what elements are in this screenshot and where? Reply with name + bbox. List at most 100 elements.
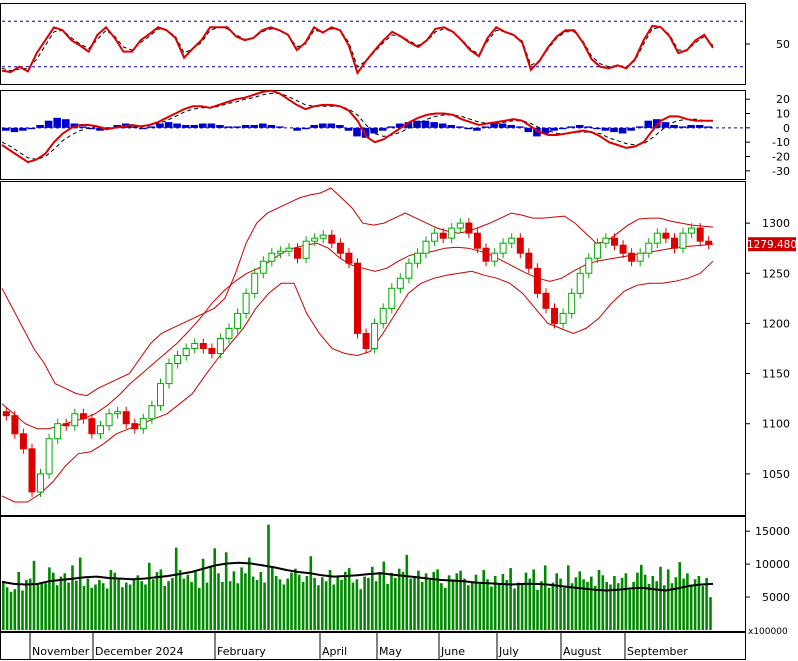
volume-bar	[674, 577, 678, 630]
candlestick	[294, 247, 301, 259]
volume-bar	[44, 583, 47, 630]
candlestick	[345, 252, 353, 264]
macd-histogram-bar	[524, 127, 533, 133]
volume-bar	[305, 576, 309, 630]
volume-bar	[705, 578, 708, 630]
volume-bar	[167, 581, 170, 630]
candlestick	[208, 348, 216, 354]
volume-bar	[524, 572, 528, 630]
volume-bar	[309, 556, 313, 630]
volume-bar	[382, 561, 386, 630]
volume-bar	[632, 581, 635, 630]
macd-histogram-bar	[199, 123, 207, 128]
candlestick	[131, 423, 139, 430]
candlestick	[422, 240, 430, 254]
candlestick	[28, 448, 36, 493]
candlestick	[525, 252, 533, 269]
time-axis-label: February	[217, 645, 266, 658]
macd-histogram-bar	[267, 125, 276, 128]
volume-bar	[36, 584, 40, 630]
candlestick	[628, 252, 636, 262]
volume-bar	[609, 584, 612, 630]
candlestick	[491, 252, 499, 262]
macd-histogram-bar	[473, 127, 481, 131]
macd-histogram-bar	[361, 127, 370, 138]
bollinger-lower-band	[1, 260, 714, 503]
volume-bar	[297, 574, 301, 630]
volume-bar	[501, 574, 505, 630]
candlestick	[182, 348, 190, 356]
macd-histogram-bar	[456, 126, 464, 128]
volume-bar	[532, 569, 535, 630]
volume-bar	[182, 578, 186, 630]
macd-histogram-bar	[147, 126, 156, 128]
macd-histogram-bar	[627, 127, 635, 131]
volume-bar	[394, 578, 397, 630]
volume-bar	[25, 579, 28, 630]
macd-histogram-bar	[233, 126, 241, 128]
volume-bar	[490, 586, 493, 630]
volume-bar	[340, 579, 343, 630]
candlestick	[242, 292, 250, 314]
volume-bar	[98, 579, 101, 630]
volume-bar	[271, 566, 274, 630]
candlestick	[114, 411, 122, 415]
candlestick	[696, 227, 704, 242]
volume-bar	[493, 576, 497, 630]
volume-bar	[248, 557, 251, 630]
volume-bar	[301, 581, 305, 630]
macd-histogram-bar	[430, 122, 438, 128]
macd-histogram-bar	[96, 127, 104, 131]
macd-histogram-bar	[276, 126, 284, 128]
volume-bar	[132, 578, 136, 630]
candlestick	[499, 242, 507, 254]
macd-histogram-bar	[19, 127, 27, 131]
macd-histogram-bar	[70, 123, 79, 128]
volume-bar	[232, 571, 236, 630]
volume-bar	[651, 576, 655, 630]
candlestick	[191, 343, 199, 349]
volume-bar	[497, 583, 501, 630]
volume-bar	[697, 576, 701, 630]
volume-bar	[486, 579, 489, 630]
macd-histogram-bar	[164, 122, 173, 128]
volume-tick-label: 15000	[755, 525, 790, 538]
volume-bar	[198, 587, 201, 630]
volume-bar	[520, 584, 524, 630]
candlestick	[165, 363, 173, 385]
volume-bar	[647, 583, 651, 630]
price-panel-frame	[0, 181, 746, 516]
volume-bar	[236, 583, 239, 630]
macd-histogram-bar	[181, 125, 190, 128]
macd-histogram-bar	[87, 127, 96, 130]
candlestick	[105, 413, 113, 427]
candlestick	[551, 307, 558, 324]
volume-bar	[174, 547, 178, 630]
macd-histogram-bar	[567, 126, 575, 128]
stochastic-tick-label: 50	[776, 38, 790, 51]
candlestick	[533, 267, 541, 294]
macd-histogram-bar	[2, 127, 10, 131]
volume-bar	[94, 584, 97, 630]
volume-bar	[151, 579, 155, 630]
candlestick	[645, 242, 653, 254]
candlestick	[2, 411, 10, 417]
candlestick	[11, 415, 19, 435]
candlestick	[379, 307, 387, 324]
volume-bar	[286, 578, 289, 630]
macd-histogram-bar	[678, 126, 687, 128]
candlestick	[302, 240, 310, 259]
candlestick	[139, 418, 147, 430]
macd-histogram-bar	[259, 123, 267, 128]
candlestick	[371, 322, 379, 349]
volume-bar	[659, 566, 662, 630]
candlestick	[405, 262, 413, 279]
volume-bar	[221, 581, 224, 630]
candlestick	[259, 260, 267, 274]
volume-bar	[332, 584, 336, 630]
volume-bar	[336, 576, 339, 630]
macd-histogram-bar	[293, 127, 301, 131]
candlestick	[234, 312, 242, 329]
volume-bar	[586, 581, 589, 630]
candlestick	[671, 237, 678, 249]
